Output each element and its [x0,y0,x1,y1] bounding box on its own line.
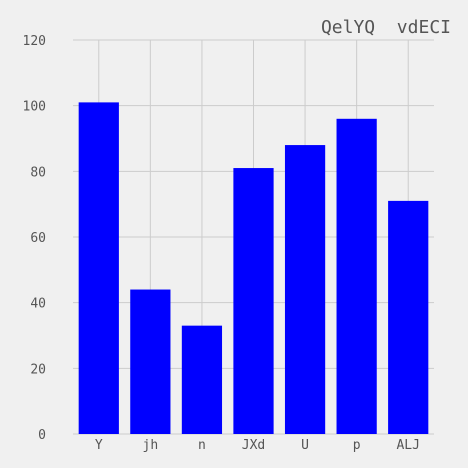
x-tick-label: U [301,438,309,453]
y-tick-label: 40 [30,297,46,312]
chart-title: QelYQ vdECI [321,17,451,38]
y-tick-labels: 0 20 40 60 80 100 120 [23,34,46,443]
bar-n [181,325,223,434]
x-tick-label: Y [95,438,103,453]
y-tick-label: 120 [23,34,46,49]
bar-Y [78,102,119,434]
y-tick-label: 20 [30,362,46,377]
bar-ALJ [388,200,429,434]
bar-U [284,145,326,435]
y-tick-label: 0 [38,428,46,443]
y-tick-label: 100 [23,100,46,115]
y-tick-label: 80 [30,165,46,180]
x-tick-label: jh [143,438,159,453]
bars-layer [78,102,429,435]
y-tick-label: 60 [30,231,46,246]
bar-jh [130,289,171,434]
bar-JXd [233,168,274,435]
x-tick-label: n [198,438,206,453]
x-tick-label: ALJ [396,438,419,453]
x-tick-label: JXd [242,438,265,453]
x-tick-label: p [353,438,361,453]
bar-p [336,118,377,435]
